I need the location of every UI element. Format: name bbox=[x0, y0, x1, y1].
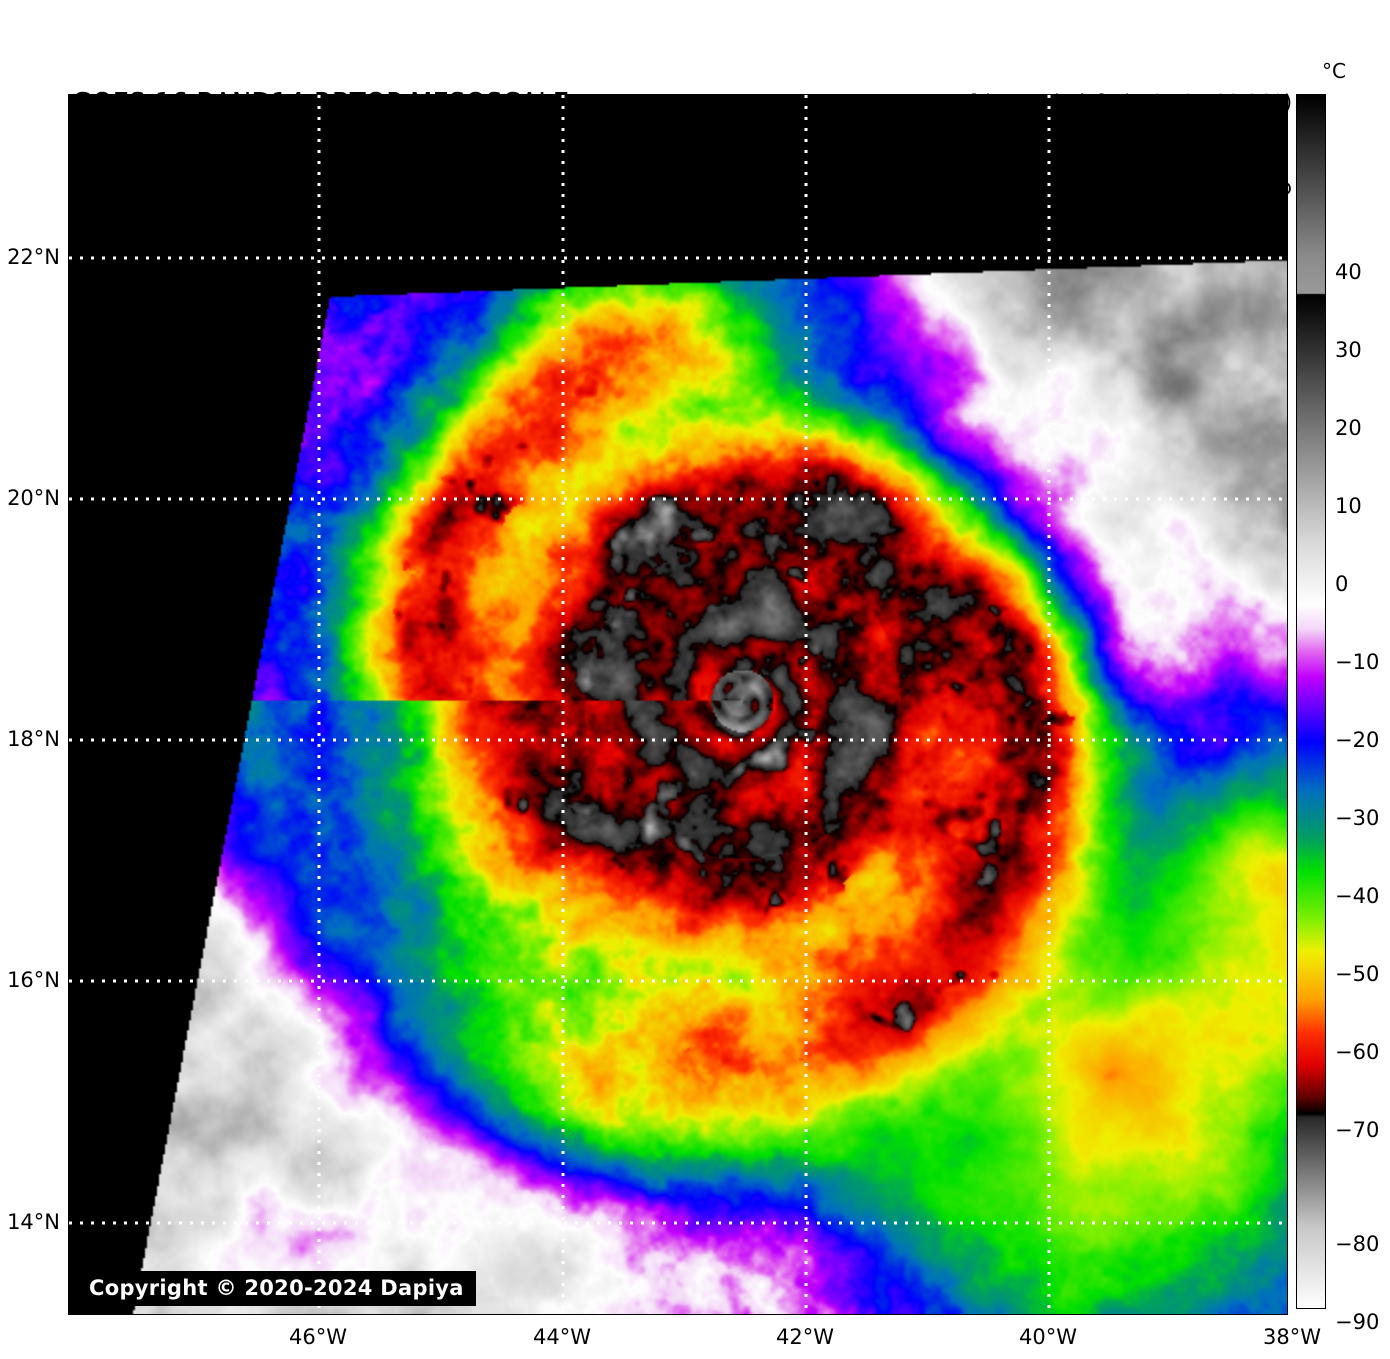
colorbar-tick-label: −50 bbox=[1335, 962, 1380, 986]
temperature-colorbar[interactable] bbox=[1296, 94, 1326, 1309]
colorbar-tick-label: −60 bbox=[1335, 1040, 1380, 1064]
colorbar-unit-label: °C bbox=[1322, 59, 1346, 83]
y-tick-label: 14°N bbox=[7, 1210, 60, 1234]
y-tick-label: 20°N bbox=[7, 486, 60, 510]
colorbar-tick-label: −70 bbox=[1335, 1118, 1380, 1142]
colorbar-tick-label: −10 bbox=[1335, 650, 1380, 674]
y-tick-label: 18°N bbox=[7, 727, 60, 751]
x-tick-label: 42°W bbox=[776, 1325, 834, 1349]
x-tick-label: 44°W bbox=[533, 1325, 591, 1349]
y-tick-label: 16°N bbox=[7, 968, 60, 992]
colorbar-tick-label: 20 bbox=[1335, 416, 1362, 440]
colorbar-tick-label: −90 bbox=[1335, 1310, 1380, 1334]
colorbar-gradient bbox=[1297, 95, 1325, 1308]
copyright-watermark: Copyright © 2020-2024 Dapiya bbox=[77, 1271, 476, 1306]
colorbar-tick-label: −30 bbox=[1335, 806, 1380, 830]
colorbar-tick-label: −80 bbox=[1335, 1232, 1380, 1256]
colorbar-tick-label: 10 bbox=[1335, 494, 1362, 518]
x-tick-label: 38°W bbox=[1263, 1325, 1321, 1349]
colorbar-tick-label: −20 bbox=[1335, 728, 1380, 752]
x-tick-label: 46°W bbox=[289, 1325, 347, 1349]
y-tick-label: 22°N bbox=[7, 245, 60, 269]
satellite-imagery-canvas bbox=[69, 95, 1287, 1314]
x-tick-label: 40°W bbox=[1019, 1325, 1077, 1349]
colorbar-tick-label: 30 bbox=[1335, 338, 1362, 362]
colorbar-tick-label: 0 bbox=[1335, 572, 1349, 596]
satellite-image-plot[interactable]: Copyright © 2020-2024 Dapiya bbox=[68, 94, 1288, 1315]
colorbar-tick-label: 40 bbox=[1335, 260, 1362, 284]
colorbar-tick-label: −40 bbox=[1335, 884, 1380, 908]
